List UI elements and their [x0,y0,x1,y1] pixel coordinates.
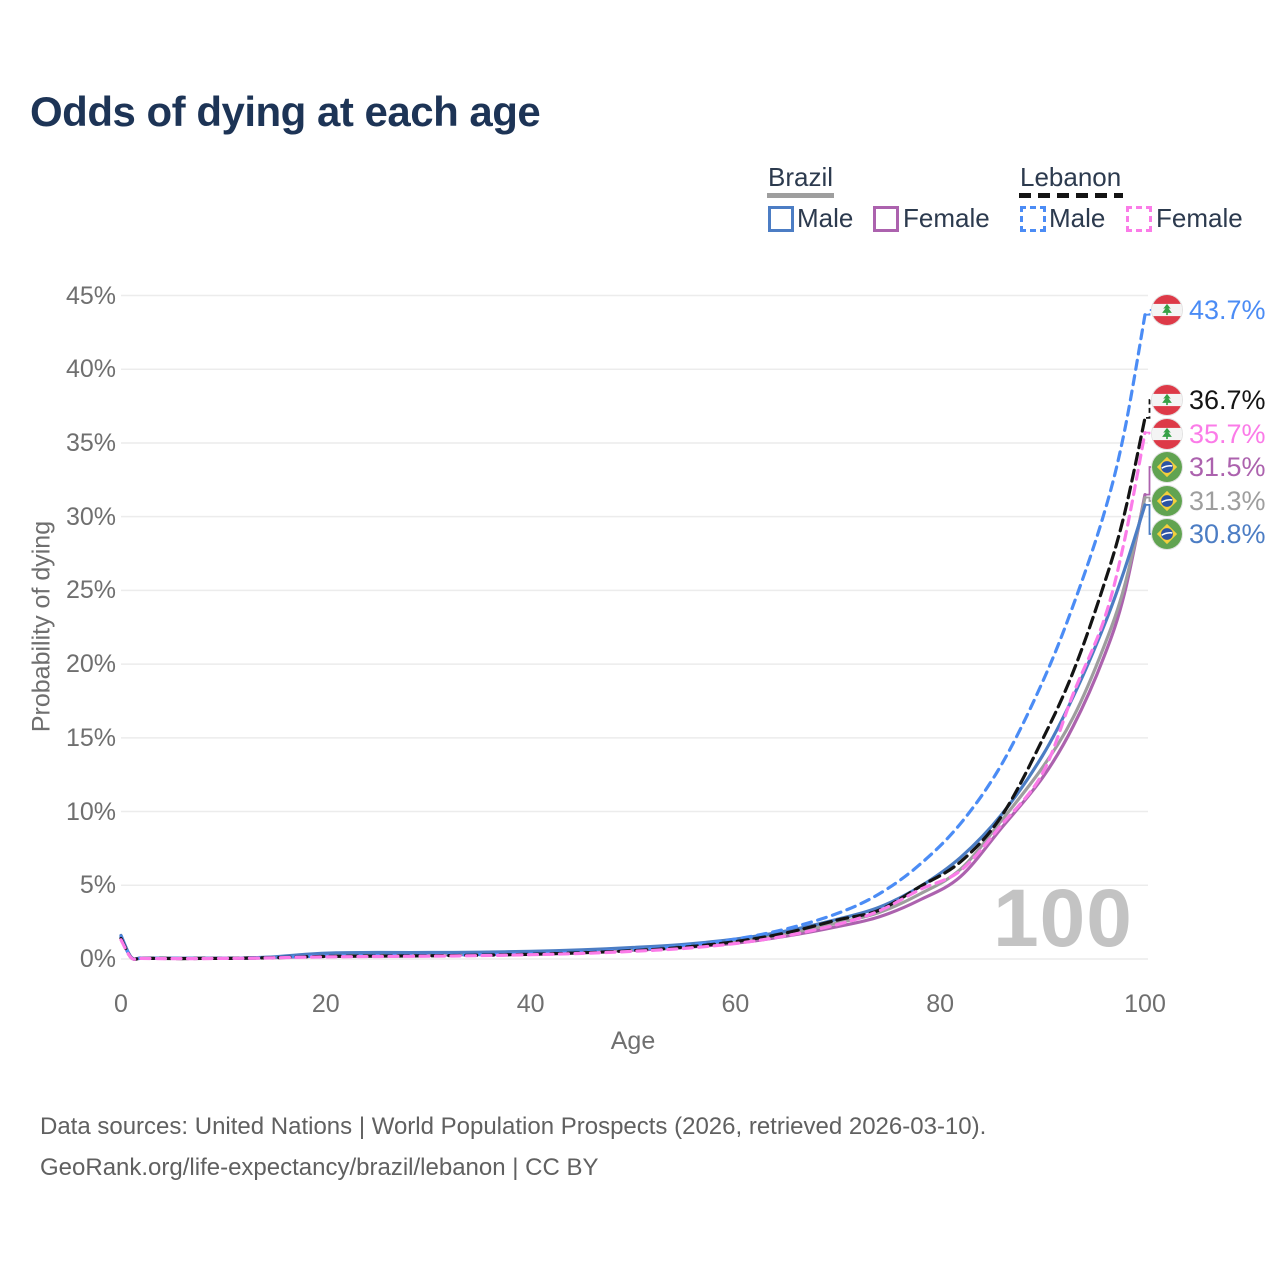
series-line-lebanon-male[interactable] [119,313,1147,961]
data-source-line: Data sources: United Nations | World Pop… [40,1113,987,1140]
lebanon-flag-icon [1151,418,1183,450]
legend-brazil-line-sample [767,193,834,198]
y-tick-15%: 15% [65,723,116,752]
x-tick-20: 20 [311,990,340,1018]
x-tick-40: 40 [516,990,545,1018]
end-value: 30.8% [1189,518,1266,549]
end-value: 35.7% [1189,418,1266,449]
legend-item-lebanon-male[interactable]: Male [1049,203,1106,233]
series-line-lebanon-female[interactable] [119,431,1147,961]
legend-lebanon-line-sample [1019,193,1123,198]
legend-swatch-brazil-female[interactable] [873,206,899,232]
license-line: GeoRank.org/life-expectancy/brazil/leban… [40,1154,599,1181]
end-value: 43.7% [1189,294,1266,325]
x-axis-title: Age [610,1027,656,1055]
end-label-brazil-male: 30.8% [1151,517,1266,551]
leader-line-lebanon-female [1146,431,1152,435]
legend-group-lebanon-header[interactable]: Lebanon [1020,162,1122,192]
legend-group-brazil-header[interactable]: Brazil [768,162,834,192]
end-label-brazil-female: 31.5% [1151,450,1266,484]
y-tick-40%: 40% [65,355,116,384]
y-tick-0%: 0% [79,945,116,973]
brazil-flag-icon [1151,518,1183,550]
x-tick-100: 100 [1124,990,1166,1018]
page-title: Odds of dying at each age [30,88,541,135]
end-label-lebanon-female: 35.7% [1151,417,1266,451]
leader-line-brazil-female [1146,466,1152,496]
brazil-flag-icon [1151,451,1183,483]
y-tick-25%: 25% [65,576,116,605]
leader-line-brazil-both [1146,496,1152,502]
x-tick-0: 0 [114,990,128,1018]
y-tick-30%: 30% [65,502,116,531]
end-value: 31.3% [1189,485,1266,516]
brazil-flag-icon [1151,485,1183,517]
x-tick-80: 80 [926,990,955,1018]
y-tick-45%: 45% [65,281,116,310]
legend-item-brazil-male[interactable]: Male [797,203,854,233]
y-tick-10%: 10% [65,797,116,826]
lebanon-flag-icon [1151,384,1183,416]
leader-line-lebanon-both [1146,399,1152,419]
hover-age-watermark: 100 [993,873,1133,964]
leader-line-lebanon-male [1146,309,1152,316]
legend-swatch-lebanon-male[interactable] [1020,206,1046,232]
y-tick-5%: 5% [79,871,116,900]
end-value: 31.5% [1189,451,1266,482]
legend-item-lebanon-female[interactable]: Female [1156,203,1243,233]
lebanon-flag-icon [1151,294,1183,326]
legend-item-brazil-female[interactable]: Female [903,203,990,233]
x-tick-60: 60 [721,990,750,1018]
legend-swatch-lebanon-female[interactable] [1126,206,1152,232]
source-attribution: Data sources: United Nations | World Pop… [40,1106,986,1188]
end-label-lebanon-male: 43.7% [1151,293,1266,327]
end-label-lebanon-both: 36.7% [1151,383,1266,417]
y-tick-35%: 35% [65,428,116,457]
leader-line-brazil-male [1146,504,1152,535]
end-label-brazil-both: 31.3% [1151,484,1266,518]
y-tick-20%: 20% [65,650,116,679]
legend-swatch-brazil-male[interactable] [768,206,794,232]
end-value: 36.7% [1189,384,1266,415]
